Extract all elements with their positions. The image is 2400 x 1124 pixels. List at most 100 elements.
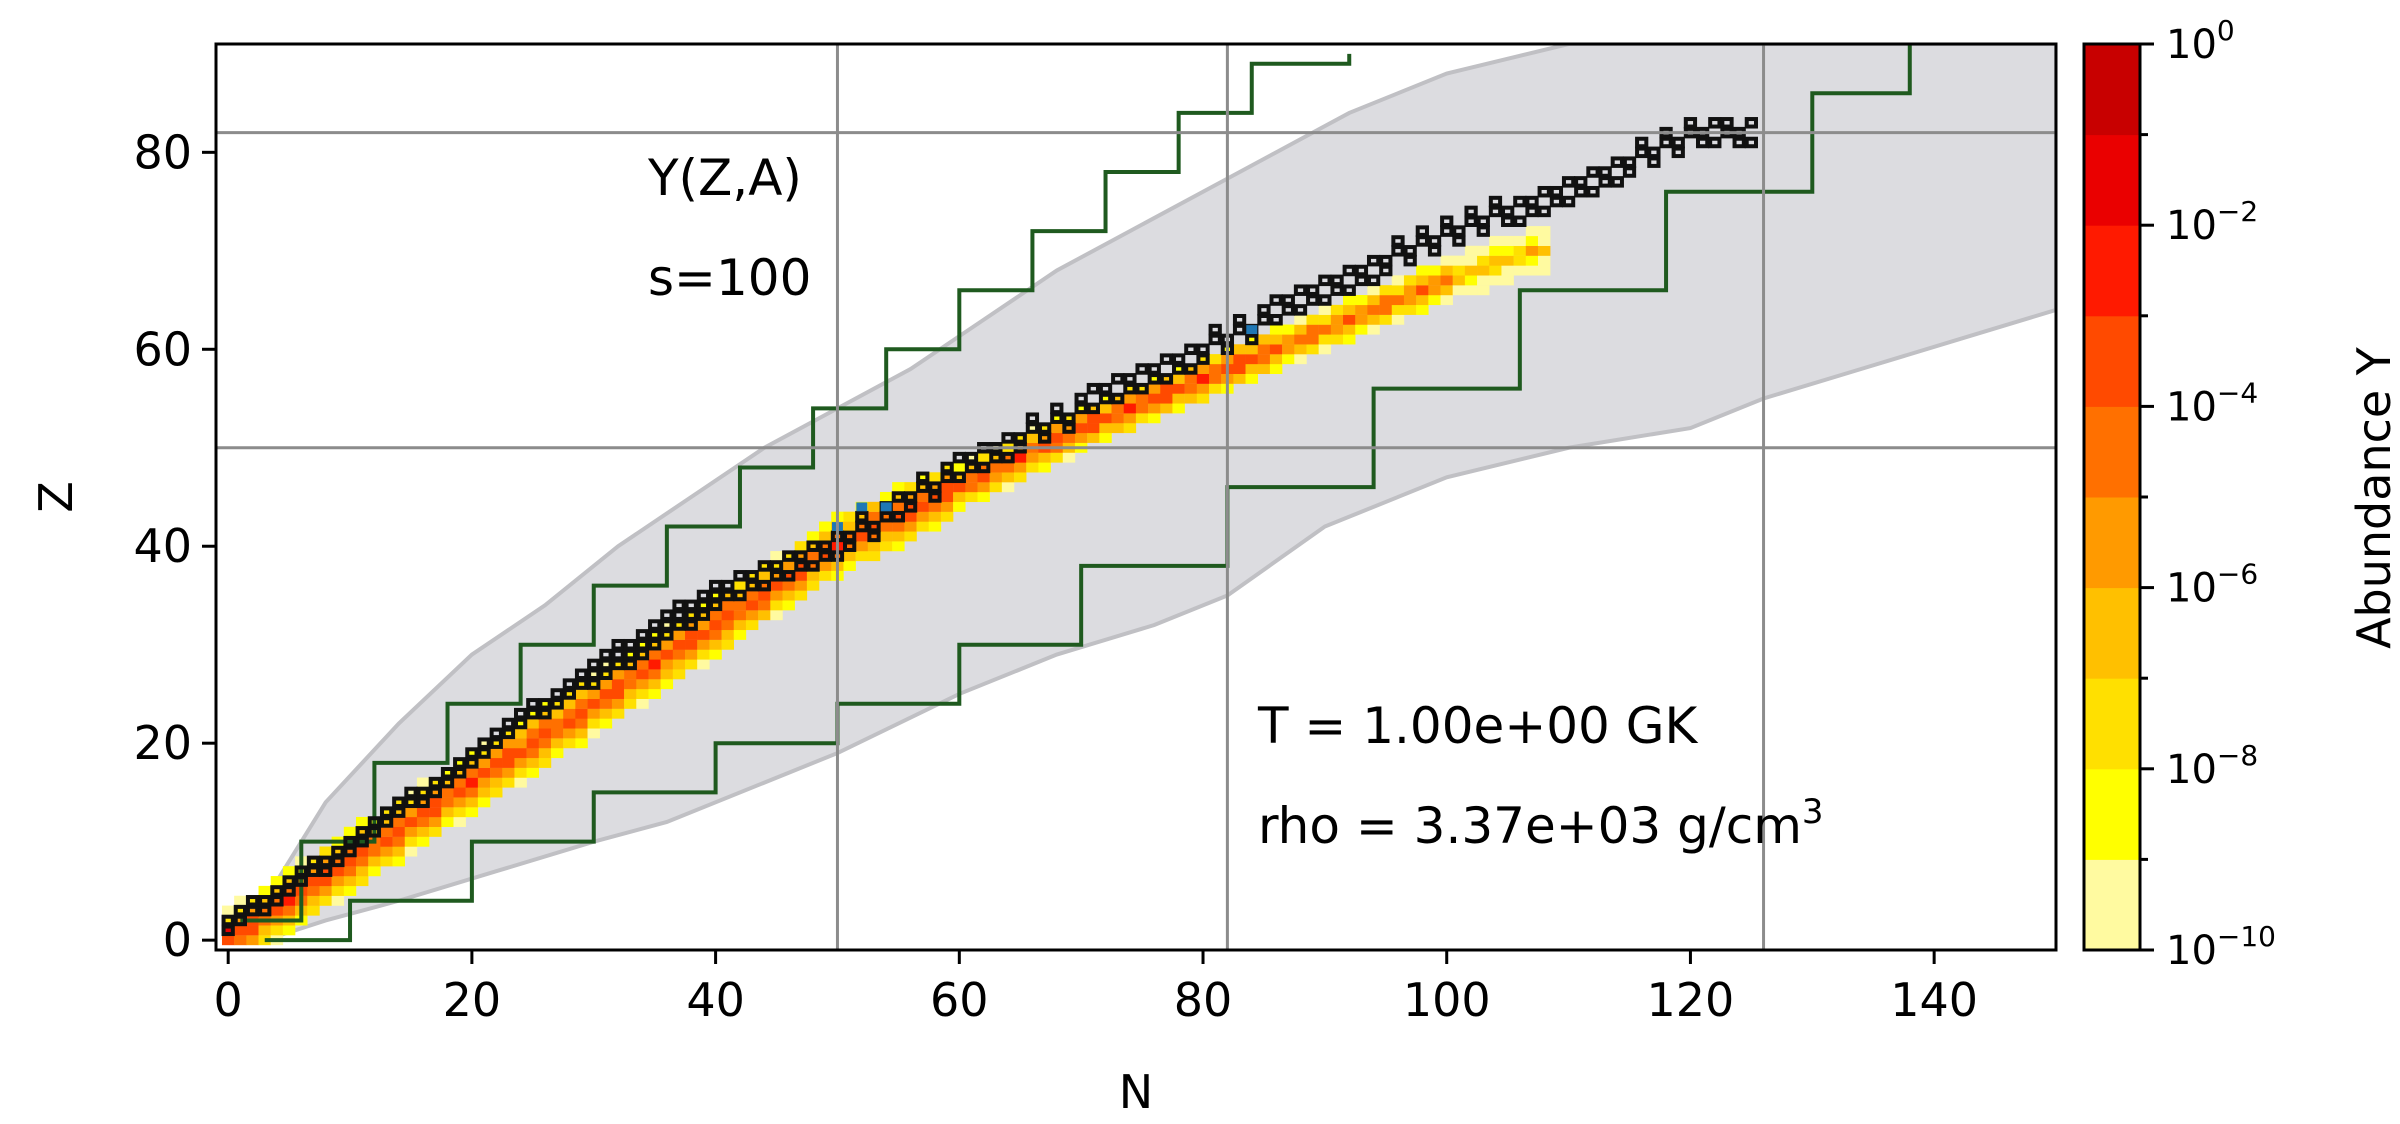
stable-nucleus	[1281, 294, 1295, 306]
abundance-cell	[709, 610, 722, 621]
abundance-cell	[563, 728, 576, 739]
abundance-cell	[867, 511, 881, 522]
abundance-cell	[611, 669, 625, 680]
stable-nucleus	[611, 658, 625, 671]
abundance-cell	[904, 531, 917, 542]
magic-number-lines	[216, 44, 2056, 950]
abundance-cell	[343, 826, 357, 837]
abundance-cell	[953, 501, 966, 512]
abundance-cell	[587, 679, 600, 690]
abundance-cell	[1501, 245, 1514, 256]
abundance-cell	[502, 767, 515, 778]
stable-nucleus	[355, 835, 369, 848]
stable-nucleus	[392, 806, 406, 818]
abundance-cell	[892, 501, 905, 512]
stable-nucleus	[221, 924, 235, 937]
stable-nucleus	[733, 570, 747, 582]
abundance-cell	[563, 698, 576, 709]
stable-nucleus	[721, 579, 735, 592]
stable-nucleus	[319, 865, 333, 877]
abundance-cell	[648, 639, 661, 650]
abundance-cell	[1416, 285, 1429, 296]
abundance-cell	[685, 649, 698, 660]
abundance-cell	[1123, 413, 1137, 424]
stable-nucleus	[526, 698, 540, 710]
abundance-cell	[1464, 265, 1478, 276]
abundance-cell	[1196, 373, 1210, 384]
abundance-cell	[392, 826, 405, 837]
abundance-cell	[745, 570, 759, 581]
abundance-cell	[672, 659, 686, 670]
abundance-contour	[240, 53, 1352, 923]
abundance-cell	[575, 679, 588, 690]
stable-nucleus	[928, 481, 942, 493]
stable-nucleus	[1647, 146, 1661, 159]
abundance-cell	[1343, 314, 1356, 325]
abundance-cell	[1391, 304, 1405, 315]
stable-nucleus	[367, 816, 382, 828]
network-region	[223, 44, 2056, 943]
y-tick-label: 20	[133, 716, 192, 770]
abundance-cell	[587, 718, 600, 729]
stable-nucleus	[453, 766, 467, 779]
abundance-cell	[1014, 462, 1027, 473]
stable-nucleus	[684, 599, 698, 612]
abundance-cell	[1403, 285, 1417, 296]
abundance-cell	[794, 590, 808, 601]
abundance-cell	[1452, 275, 1466, 286]
x-tick-label: 20	[443, 973, 502, 1027]
abundance-cell	[550, 748, 564, 759]
abundance-cell	[782, 551, 795, 562]
abundance-cell	[477, 797, 491, 808]
abundance-cell	[599, 679, 613, 690]
abundance-cell	[843, 511, 856, 522]
stable-nucleus	[1281, 304, 1295, 316]
x-tick-label: 120	[1647, 973, 1735, 1027]
abundance-cell	[429, 807, 442, 818]
stable-nucleus	[1269, 294, 1283, 306]
abundance-cell	[624, 669, 637, 680]
stable-nucleus	[794, 560, 808, 572]
stable-nucleus	[1586, 185, 1600, 198]
abundance-cell	[356, 876, 369, 887]
abundance-cell	[733, 590, 747, 601]
stable-nucleus	[1025, 422, 1040, 434]
abundance-cell	[1318, 324, 1332, 335]
abundance-cell	[429, 816, 442, 828]
abundance-cell	[502, 728, 515, 739]
abundance-cell	[721, 629, 735, 640]
stable-nucleus	[1111, 373, 1125, 385]
abundance-cell	[1477, 275, 1490, 286]
abundance-cell	[1014, 432, 1027, 443]
abundance-cell	[892, 511, 905, 522]
abundance-cell	[270, 925, 284, 936]
stable-nucleus	[440, 776, 455, 789]
abundance-cell	[977, 472, 990, 483]
abundance-cell	[940, 482, 954, 493]
abundance-cell	[758, 560, 771, 571]
abundance-cell	[392, 816, 405, 828]
abundance-cell	[416, 797, 430, 808]
abundance-cell	[416, 807, 430, 818]
abundance-cell	[1001, 462, 1015, 473]
abundance-cell	[1416, 265, 1429, 276]
colorbar-tick-label: 10−8	[2166, 739, 2258, 793]
stable-nucleus	[1269, 313, 1283, 326]
abundance-cell	[794, 560, 808, 571]
abundance-cell	[1294, 354, 1307, 365]
abundance-cell	[1318, 334, 1332, 345]
abundance-cell	[1099, 413, 1112, 424]
stable-nucleus	[1001, 432, 1015, 444]
abundance-cell	[550, 718, 564, 729]
abundance-cell	[465, 767, 479, 778]
abundance-cell	[879, 531, 893, 542]
stable-nucleus	[1013, 432, 1027, 444]
stable-nucleus	[757, 579, 771, 592]
abundance-cell	[770, 580, 783, 591]
abundance-cell	[1135, 383, 1149, 394]
stable-nucleus	[1610, 156, 1624, 168]
stable-nucleus	[319, 855, 333, 868]
y-axis-label: Z	[29, 481, 83, 513]
abundance-cell	[928, 472, 942, 483]
abundance-cell	[441, 777, 454, 788]
